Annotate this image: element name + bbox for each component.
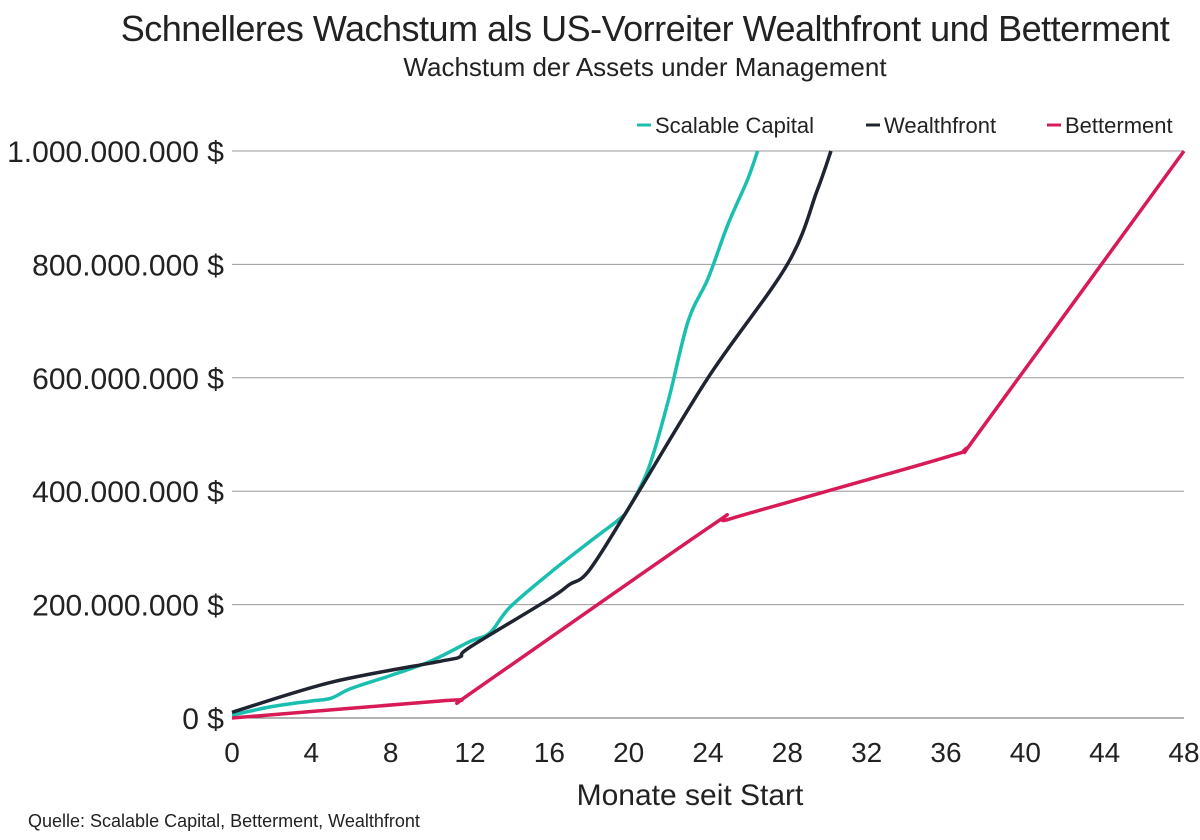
series-line-wealthfront [231,150,833,715]
x-tick-label: 4 [304,737,320,768]
chart-subtitle: Wachstum der Assets under Management [403,52,887,82]
series-line-scalable-capital [231,150,760,717]
x-tick-label: 0 [224,737,240,768]
y-tick-label: 0 $ [182,703,224,736]
x-tick-label: 20 [613,737,644,768]
series-line-betterment [231,149,1186,720]
x-tick-label: 32 [851,737,882,768]
x-tick-label: 36 [930,737,961,768]
x-tick-label: 44 [1089,737,1120,768]
legend-label: Scalable Capital [655,113,814,138]
legend-label: Wealthfront [884,113,996,138]
x-tick-label: 40 [1010,737,1041,768]
x-tick-label: 24 [692,737,723,768]
y-tick-label: 1.000.000.000 $ [7,136,224,169]
chart-title: Schnelleres Wachstum als US-Vorreiter We… [120,8,1170,49]
x-tick-label: 28 [772,737,803,768]
x-tick-label: 8 [383,737,399,768]
x-tick-label: 48 [1168,737,1199,768]
x-tick-label: 12 [454,737,485,768]
y-tick-label: 400.000.000 $ [32,476,224,509]
x-tick-label: 16 [534,737,565,768]
legend-label: Betterment [1065,113,1173,138]
y-tick-label: 800.000.000 $ [32,249,224,282]
x-axis-label: Monate seit Start [577,779,804,812]
source-note: Quelle: Scalable Capital, Betterment, We… [28,811,420,831]
y-tick-label: 600.000.000 $ [32,363,224,396]
y-tick-label: 200.000.000 $ [32,590,224,623]
